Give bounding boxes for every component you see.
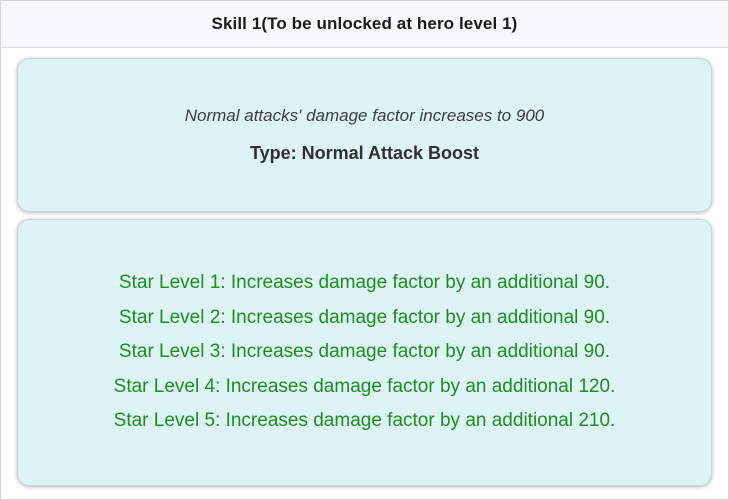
star-level-row-4: Star Level 4: Increases damage factor by… [113, 375, 616, 397]
skill-description: Normal attacks' damage factor increases … [184, 106, 545, 125]
star-level-row-1: Star Level 1: Increases damage factor by… [118, 272, 611, 294]
skill-summary-card: Normal attacks' damage factor increases … [17, 58, 712, 212]
skill-title: Skill 1(To be unlocked at hero level 1) [211, 14, 518, 33]
skill-type: Type: Normal Attack Boost [249, 143, 480, 163]
star-level-row-3: Star Level 3: Increases damage factor by… [118, 341, 611, 363]
star-levels-card: Star Level 1: Increases damage factor by… [17, 219, 712, 486]
skill-content: Normal attacks' damage factor increases … [1, 48, 728, 500]
skill-header: Skill 1(To be unlocked at hero level 1) [1, 1, 728, 48]
star-level-row-2: Star Level 2: Increases damage factor by… [118, 306, 611, 328]
star-level-row-5: Star Level 5: Increases damage factor by… [113, 410, 616, 432]
